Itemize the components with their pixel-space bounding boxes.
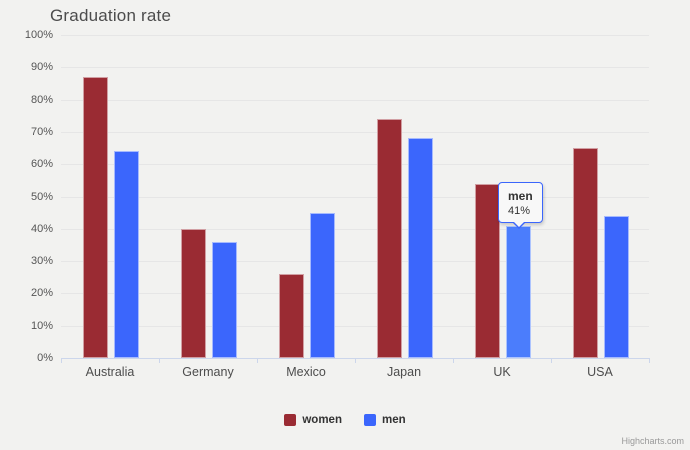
x-axis-label-germany: Germany bbox=[182, 365, 234, 379]
gridline-80 bbox=[61, 99, 649, 101]
gridline-100 bbox=[61, 35, 649, 36]
gridline-60 bbox=[61, 164, 649, 166]
x-axis-tick bbox=[649, 358, 650, 363]
gridline-30 bbox=[61, 261, 649, 263]
legend-label-men: men bbox=[381, 414, 406, 426]
y-axis-label-100: 100% bbox=[24, 29, 53, 41]
x-axis-label-australia: Australia bbox=[85, 365, 135, 379]
legend-item-women[interactable]: women bbox=[284, 414, 342, 426]
y-axis-label-70: 70% bbox=[30, 125, 53, 138]
legend-swatch-men bbox=[363, 414, 376, 426]
bar-men-usa[interactable] bbox=[604, 215, 629, 358]
x-axis-label-japan: Japan bbox=[386, 365, 422, 379]
bar-women-australia[interactable] bbox=[83, 76, 108, 358]
bar-men-japan[interactable] bbox=[408, 138, 433, 358]
y-axis-label-50: 50% bbox=[30, 190, 53, 203]
tooltip-value: 41% bbox=[508, 204, 531, 217]
bar-women-usa[interactable] bbox=[573, 148, 598, 358]
bar-men-germany[interactable] bbox=[212, 241, 237, 358]
x-axis-tick bbox=[257, 358, 258, 363]
y-axis-label-0: 0% bbox=[37, 352, 53, 364]
legend-swatch-women bbox=[284, 414, 297, 426]
x-axis-tick bbox=[159, 358, 160, 363]
bar-women-mexico[interactable] bbox=[279, 274, 304, 358]
gridline-20 bbox=[61, 293, 649, 295]
gridline-40 bbox=[61, 228, 649, 230]
x-axis-tick bbox=[551, 358, 552, 363]
bar-men-australia[interactable] bbox=[114, 151, 139, 358]
x-axis-tick bbox=[453, 358, 454, 363]
bar-women-japan[interactable] bbox=[377, 118, 402, 358]
gridline-70 bbox=[61, 131, 649, 133]
x-axis-label-mexico: Mexico bbox=[286, 365, 326, 379]
tooltip-series-name: men bbox=[508, 188, 533, 203]
tooltip: men 41% bbox=[498, 181, 543, 229]
gridline-10 bbox=[61, 325, 649, 327]
bar-men-uk[interactable] bbox=[506, 225, 531, 358]
x-axis-tick bbox=[355, 358, 356, 363]
gridline-50 bbox=[61, 196, 649, 198]
legend-item-men[interactable]: men bbox=[363, 414, 406, 426]
chart-title: Graduation rate bbox=[50, 6, 172, 25]
y-axis-label-90: 90% bbox=[30, 61, 53, 74]
y-axis-label-40: 40% bbox=[30, 222, 53, 235]
legend-label-women: women bbox=[302, 414, 342, 426]
y-axis-label-10: 10% bbox=[30, 319, 53, 332]
tooltip-arrow-inner bbox=[513, 220, 525, 227]
bar-women-germany[interactable] bbox=[181, 228, 206, 358]
x-axis-label-uk: UK bbox=[493, 365, 511, 379]
x-axis-label-usa: USA bbox=[587, 365, 613, 379]
gridline-90 bbox=[61, 67, 649, 69]
y-axis-label-30: 30% bbox=[30, 255, 53, 268]
highcharts-credits[interactable]: Highcharts.com bbox=[621, 436, 684, 446]
bar-women-uk[interactable] bbox=[475, 183, 500, 358]
y-axis-label-20: 20% bbox=[30, 287, 53, 300]
bar-men-mexico[interactable] bbox=[310, 212, 335, 358]
legend: women men bbox=[0, 414, 690, 426]
y-axis-label-80: 80% bbox=[30, 93, 53, 106]
x-axis-tick bbox=[61, 358, 62, 363]
y-axis-label-60: 60% bbox=[30, 158, 53, 171]
